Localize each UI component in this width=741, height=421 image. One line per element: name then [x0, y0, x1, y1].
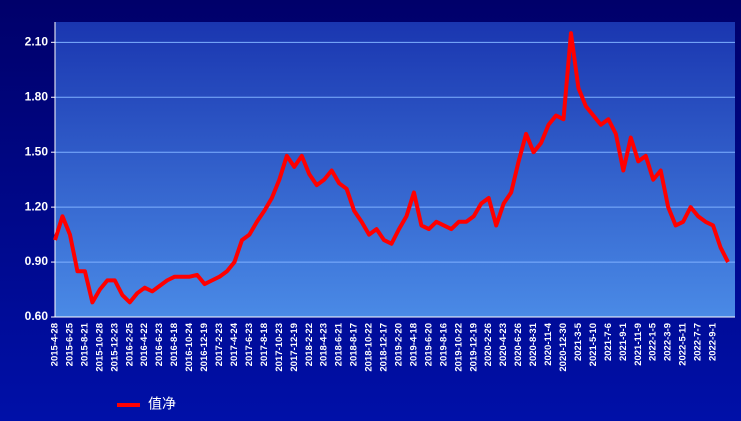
legend-label: 值净	[148, 396, 176, 412]
x-tick-label: 2016-8-18	[169, 323, 180, 366]
x-tick-label: 2015-10-28	[94, 323, 105, 372]
x-tick-label: 2016-10-24	[184, 322, 195, 371]
x-tick-label: 2021-7-6	[603, 323, 614, 361]
x-tick-label: 2019-12-19	[468, 323, 479, 372]
x-tick-label: 2018-12-17	[379, 323, 390, 372]
y-tick-label: 0.60	[25, 309, 49, 323]
x-tick-label: 2018-8-17	[349, 323, 360, 366]
x-tick-label: 2017-10-23	[274, 323, 285, 372]
x-tick-label: 2016-12-19	[199, 323, 210, 372]
x-tick-label: 2015-12-23	[109, 323, 120, 372]
x-tick-label: 2017-4-24	[229, 322, 240, 366]
x-tick-label: 2015-4-28	[50, 323, 61, 366]
x-tick-label: 2020-11-4	[543, 322, 554, 366]
x-tick-label: 2021-11-9	[633, 323, 644, 366]
x-tick-label: 2020-6-26	[513, 323, 524, 366]
x-tick-label: 2018-6-21	[334, 322, 345, 366]
x-tick-label: 2017-8-18	[259, 323, 270, 366]
line-series	[53, 31, 730, 305]
y-tick-label: 1.20	[25, 199, 49, 213]
x-tick-label: 2018-10-22	[364, 323, 375, 372]
x-tick-label: 2016-4-22	[139, 323, 150, 366]
x-tick-label: 2019-2-20	[393, 323, 404, 366]
x-tick-label: 2021-9-1	[618, 322, 629, 361]
x-tick-label: 2022-1-5	[648, 322, 659, 361]
x-tick-label: 2016-2-25	[124, 322, 135, 366]
x-tick-label: 2019-10-22	[453, 323, 464, 372]
x-tick-label: 2022-3-9	[663, 323, 674, 361]
x-tick-label: 2015-8-21	[79, 322, 90, 366]
x-tick-label: 2020-2-26	[483, 323, 494, 366]
x-tick-label: 2020-12-30	[558, 323, 569, 372]
x-tick-label: 2018-2-22	[304, 323, 315, 366]
x-tick-label: 2022-7-7	[693, 323, 704, 361]
y-tick-label: 1.80	[25, 89, 49, 103]
x-tick-label: 2017-12-19	[289, 323, 300, 372]
y-tick-label: 2.10	[25, 34, 49, 48]
x-tick-label: 2019-4-18	[408, 323, 419, 366]
y-tick-label: 0.90	[25, 254, 49, 268]
x-tick-label: 2022-5-11	[678, 322, 689, 366]
x-tick-label: 2016-6-23	[154, 323, 165, 366]
y-tick-label: 1.50	[25, 144, 49, 158]
x-tick-label: 2021-3-5	[573, 322, 584, 361]
x-tick-label: 2017-6-23	[244, 323, 255, 366]
x-tick-label: 2015-6-25	[64, 322, 75, 366]
x-tick-label: 2019-8-16	[438, 323, 449, 366]
x-tick-label: 2018-4-23	[319, 323, 330, 366]
x-tick-label: 2019-6-20	[423, 323, 434, 366]
x-tick-label: 2020-8-31	[528, 322, 539, 366]
x-tick-label: 2021-5-10	[588, 323, 599, 366]
x-tick-label: 2020-4-23	[498, 323, 509, 366]
x-tick-label: 2017-2-23	[214, 323, 225, 366]
x-tick-label: 2022-9-1	[708, 322, 719, 361]
plot-area	[55, 22, 735, 317]
